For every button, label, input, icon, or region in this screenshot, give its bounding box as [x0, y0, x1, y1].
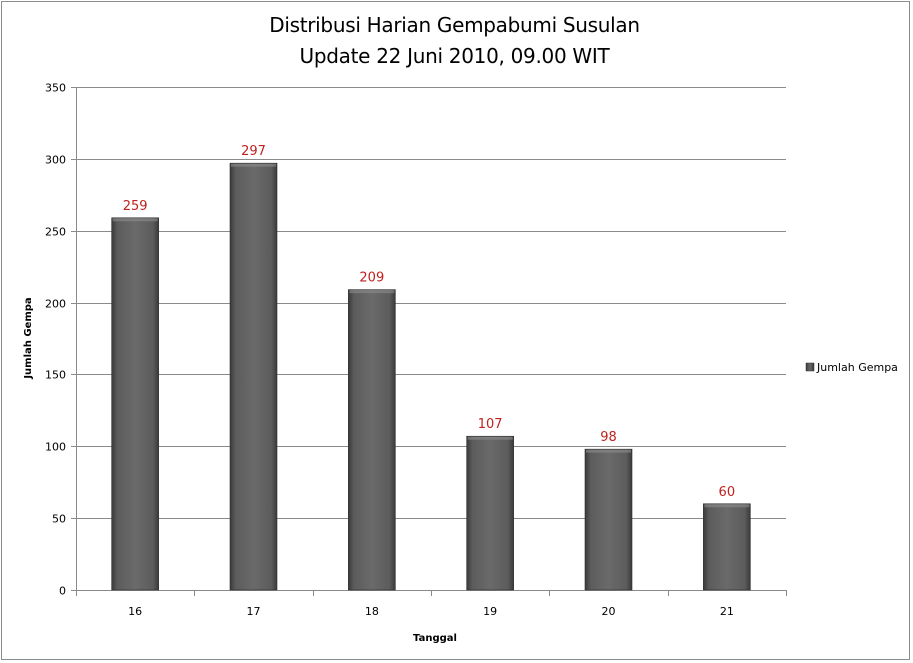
bar-highlight: [112, 218, 158, 222]
legend-label: Jumlah Gempa: [816, 361, 898, 374]
bar-highlight: [349, 290, 395, 294]
data-labels: 259 297 209 107 98 60: [123, 144, 735, 500]
bar-21: [703, 503, 751, 591]
y-tick-label: 150: [45, 369, 66, 382]
axes: 0 50 100 150 200 250 300 350 16 17 18 19 20 21: [45, 82, 787, 618]
gridlines: [76, 87, 786, 519]
y-axis-title: Jumlah Gempa: [23, 297, 34, 379]
y-tick-label: 50: [52, 513, 66, 526]
x-tick-label: 20: [602, 605, 616, 618]
y-tick-label: 0: [59, 585, 66, 598]
bar-20: [584, 448, 633, 591]
data-label: 209: [359, 271, 384, 286]
x-tick-label: 21: [720, 605, 734, 618]
bar-highlight: [586, 449, 631, 453]
bar-18: [348, 289, 396, 591]
data-label: 60: [719, 485, 736, 500]
y-tick-label: 250: [45, 226, 66, 239]
data-label: 98: [600, 430, 617, 445]
chart-title-line-1: Distribusi Harian Gempabumi Susulan: [269, 13, 640, 37]
bar-highlight: [231, 163, 276, 167]
x-tick-label: 16: [128, 605, 142, 618]
bar-16: [111, 217, 159, 591]
bar-highlight: [467, 436, 513, 440]
bar-17: [229, 162, 278, 591]
x-axis-title: Tanggal: [413, 633, 457, 644]
chart-title-line-2: Update 22 Juni 2010, 09.00 WIT: [299, 44, 610, 68]
data-label: 107: [478, 417, 503, 432]
bar-highlight: [704, 504, 750, 508]
data-label: 297: [241, 144, 266, 159]
x-tick-label: 19: [483, 605, 497, 618]
legend-swatch: [805, 362, 815, 372]
bar-19: [466, 435, 514, 591]
bars: [111, 162, 751, 591]
data-label: 259: [123, 199, 148, 214]
y-tick-label: 300: [45, 154, 66, 167]
x-tick-label: 18: [365, 605, 379, 618]
x-tick-label: 17: [247, 605, 261, 618]
y-tick-label: 350: [45, 82, 66, 95]
y-tick-label: 200: [45, 298, 66, 311]
y-tick-label: 100: [45, 441, 66, 454]
legend: Jumlah Gempa: [805, 361, 898, 374]
